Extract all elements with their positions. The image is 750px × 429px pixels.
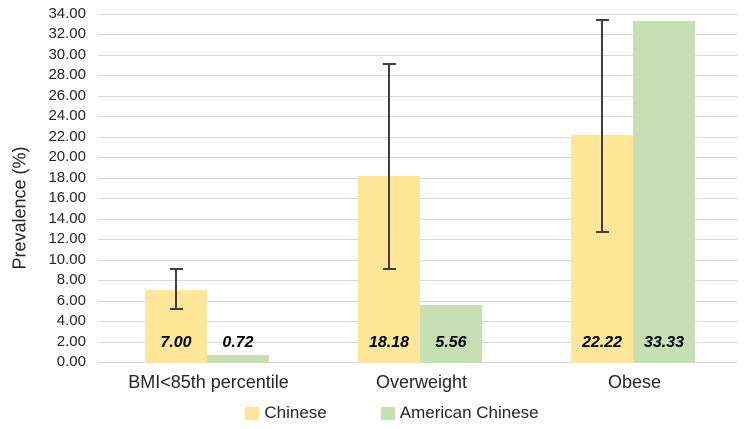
legend-item-american-chinese: American Chinese (380, 403, 539, 423)
bar-american-chinese-overweight (420, 305, 482, 363)
error-bar-cap-top (382, 63, 396, 66)
y-tick-label: 26.00 (48, 86, 86, 104)
legend-swatch-american-chinese (380, 406, 395, 420)
bar-value-label: 0.72 (222, 334, 254, 351)
error-bar-line (175, 268, 177, 309)
y-tick-label: 30.00 (48, 45, 86, 63)
y-tick-label: 28.00 (48, 66, 86, 84)
category-label: BMI<85th percentile (128, 372, 289, 392)
error-bar-cap-bottom (595, 231, 609, 233)
y-tick-label: 10.00 (48, 250, 86, 268)
error-bar-cap-bottom (169, 307, 183, 310)
bar-value-label: 18.18 (368, 334, 410, 351)
error-bar-cap-top (595, 19, 609, 22)
bar-american-chinese-bmi-85th-percentile (207, 354, 269, 363)
y-tick-label: 32.00 (48, 25, 86, 43)
y-tick-label: 22.00 (48, 127, 86, 145)
gridline (98, 157, 737, 159)
gridline (98, 75, 737, 77)
bar-american-chinese-obese (633, 20, 695, 363)
y-tick-label: 34.00 (48, 5, 86, 22)
y-tick-label: 0.00 (56, 353, 86, 370)
bar-value-label: 5.56 (435, 334, 467, 351)
y-tick-label: 4.00 (56, 312, 86, 330)
gridline (98, 136, 737, 138)
y-tick-label: 24.00 (48, 107, 86, 125)
category-label: Overweight (375, 372, 468, 392)
y-tick-label: 14.00 (48, 209, 86, 227)
gridline (98, 54, 737, 56)
gridline (98, 14, 737, 15)
y-tick-label: 18.00 (48, 168, 86, 186)
legend-label: American Chinese (399, 403, 539, 422)
error-bar-cap-bottom (382, 267, 396, 270)
gridline (98, 34, 737, 36)
error-bar-line (601, 20, 603, 232)
legend-swatch-chinese (245, 406, 260, 420)
legend-item-chinese: Chinese (245, 403, 327, 423)
y-tick-label: 16.00 (48, 189, 86, 207)
legend-label: Chinese (264, 403, 327, 422)
y-tick-label: 20.00 (48, 148, 86, 166)
bar-value-label: 33.33 (643, 334, 685, 351)
y-tick-label: 2.00 (56, 332, 86, 350)
bar-value-label: 22.22 (581, 334, 623, 351)
bar-value-label: 7.00 (160, 334, 192, 351)
error-bar-cap-top (169, 267, 183, 270)
gridline (98, 95, 737, 97)
y-tick-label: 8.00 (56, 271, 86, 289)
y-tick-label: 6.00 (56, 291, 86, 309)
legend: Chinese American Chinese (0, 403, 750, 423)
error-bar-line (388, 64, 390, 269)
category-label: Obese (607, 372, 662, 392)
gridline (98, 116, 737, 118)
y-tick-label: 12.00 (48, 230, 86, 248)
